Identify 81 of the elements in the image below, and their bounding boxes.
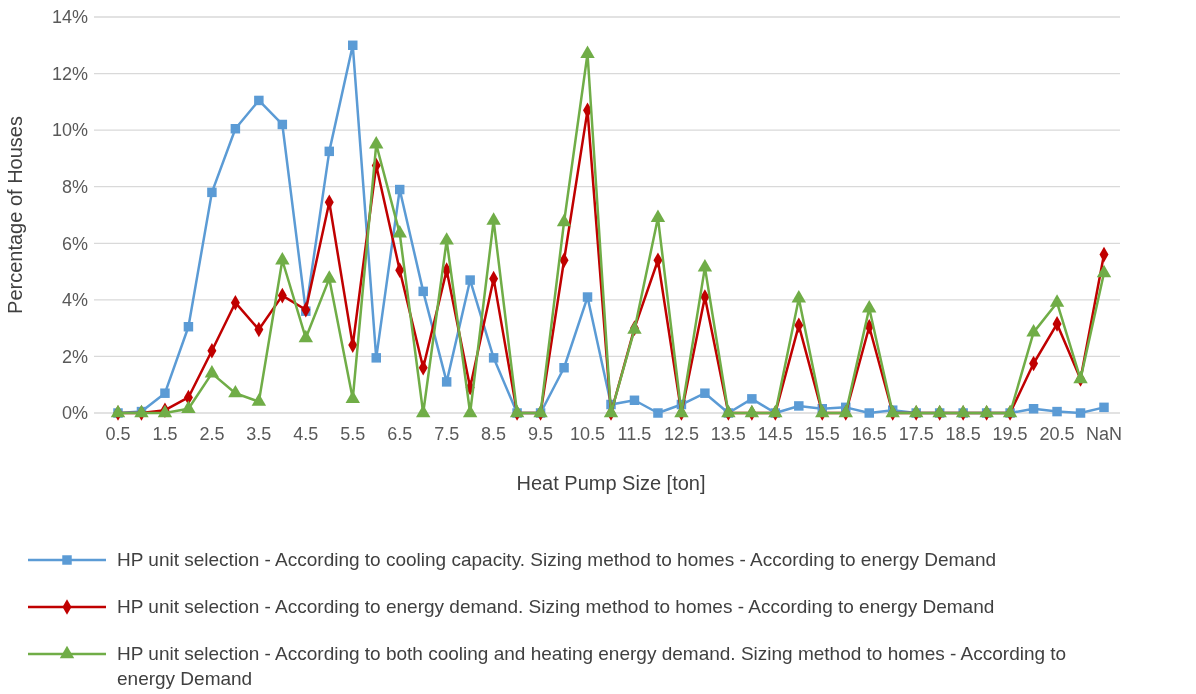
- point: [254, 95, 264, 106]
- point: [230, 123, 241, 134]
- y-axis-title: Percentage of Houses: [4, 116, 26, 314]
- y-tick-label: 12%: [51, 63, 88, 84]
- point: [394, 184, 405, 195]
- y-tick-label: 6%: [61, 233, 88, 254]
- point: [348, 40, 358, 51]
- legend-label: HP unit selection - According to both cooling and heating energy demand. Sizing method to homes - According to energy Demand: [117, 643, 1067, 689]
- point: [183, 321, 194, 332]
- point: [392, 225, 407, 238]
- x-tick-label: 12.5: [663, 424, 699, 444]
- x-tick-label: 0.5: [105, 424, 131, 444]
- x-tick-label: 11.5: [617, 424, 652, 444]
- legend-label: HP unit selection - According to cooling capacity. Sizing method to homes - According to energy Demand: [117, 549, 997, 570]
- point: [439, 232, 454, 245]
- point: [441, 377, 452, 387]
- x-tick-label: 20.5: [1039, 424, 1075, 444]
- point: [653, 408, 663, 418]
- point: [1049, 294, 1065, 307]
- point: [747, 394, 757, 404]
- point: [275, 251, 290, 265]
- x-tick-label: 5.5: [340, 424, 366, 444]
- point: [371, 353, 381, 363]
- point: [160, 388, 170, 398]
- x-tick-label: 9.5: [528, 424, 554, 444]
- y-tick-label: 0%: [61, 403, 88, 424]
- x-tick-label: 3.5: [246, 424, 272, 444]
- y-tick-label: 2%: [61, 346, 88, 367]
- point: [204, 365, 220, 378]
- point: [207, 187, 217, 198]
- x-tick-label: NaN: [1085, 424, 1123, 444]
- point: [277, 119, 288, 130]
- point: [697, 259, 713, 272]
- point: [488, 353, 499, 363]
- point: [324, 146, 335, 157]
- y-tick-label: 8%: [61, 177, 88, 198]
- x-tick-label: 14.5: [757, 424, 793, 444]
- point: [582, 292, 593, 302]
- point: [251, 393, 267, 406]
- legend-label: HP unit selection - According to energy demand. Sizing method to homes - According to energy Demand: [117, 596, 995, 617]
- point: [1028, 404, 1039, 414]
- point: [1096, 264, 1112, 278]
- point: [181, 400, 196, 413]
- y-tick-label: 10%: [51, 120, 88, 141]
- x-tick-label: 6.5: [387, 424, 413, 444]
- point: [862, 300, 877, 313]
- point: [1052, 406, 1062, 417]
- point: [465, 275, 475, 285]
- point: [650, 209, 666, 222]
- x-tick-label: 7.5: [434, 424, 460, 444]
- y-tick-label: 14%: [51, 7, 88, 28]
- point: [791, 290, 807, 303]
- point: [559, 363, 569, 373]
- x-axis-title: Heat Pump Size [ton]: [516, 472, 706, 494]
- point: [369, 135, 384, 149]
- point: [580, 45, 595, 58]
- point: [298, 329, 314, 343]
- x-tick-label: 17.5: [898, 424, 934, 444]
- point: [322, 270, 337, 283]
- x-tick-label: 8.5: [481, 424, 507, 444]
- point: [864, 408, 874, 418]
- x-tick-label: 16.5: [851, 424, 887, 444]
- point: [700, 388, 710, 398]
- y-tick-label: 4%: [61, 290, 88, 311]
- x-tick-label: 1.5: [152, 424, 178, 444]
- point: [629, 395, 640, 406]
- point: [418, 286, 428, 297]
- x-tick-label: 10.5: [570, 424, 606, 444]
- point: [1026, 324, 1041, 337]
- point: [1099, 402, 1109, 413]
- point: [1075, 408, 1086, 418]
- x-tick-label: 2.5: [199, 424, 225, 444]
- x-tick-label: 4.5: [293, 424, 319, 444]
- point: [556, 213, 572, 227]
- point: [228, 384, 243, 398]
- point: [486, 212, 501, 225]
- x-tick-label: 18.5: [945, 424, 981, 444]
- point: [794, 401, 804, 411]
- x-tick-label: 13.5: [710, 424, 746, 444]
- x-tick-label: 15.5: [804, 424, 840, 444]
- x-tick-label: 19.5: [992, 424, 1028, 444]
